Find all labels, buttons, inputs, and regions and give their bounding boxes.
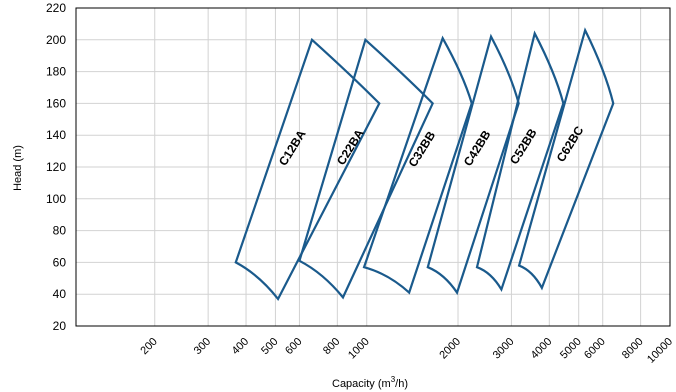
x-tick-label: 5000: [558, 336, 584, 362]
y-tick-label: 80: [53, 224, 67, 238]
x-tick-label: 4000: [529, 336, 555, 362]
y-axis-title: Head (m): [12, 145, 24, 191]
x-tick-label: 10000: [645, 336, 675, 366]
x-axis-title-main: Capacity (m: [332, 378, 391, 390]
series-envelope-c22ba: [298, 37, 435, 300]
x-tick-label: 500: [259, 336, 280, 357]
series-envelope-c42bb: [426, 33, 520, 296]
y-tick-labels: 20 40 60 80 100 120 140 160 180 200 220: [46, 1, 66, 333]
y-tick-label: 180: [46, 65, 66, 79]
gridlines: [76, 8, 670, 326]
x-tick-label: 600: [283, 336, 304, 357]
x-tick-labels: 200 300 400 500 600 800 1000 2000 3000 4000 500060…: [138, 336, 675, 366]
x-tick-label: 2000: [437, 336, 463, 362]
series-envelopes: C12BA C22BA C32BB C42BB C52BB C62BC: [234, 27, 615, 301]
x-tick-label: 800: [321, 336, 342, 357]
y-tick-label: 20: [53, 319, 67, 333]
y-tick-label: 200: [46, 33, 66, 47]
x-tick-label: 1000: [346, 336, 372, 362]
y-tick-label: 220: [46, 1, 66, 15]
x-tick-label: 300: [192, 336, 213, 357]
series-label: C62BC: [554, 123, 587, 164]
x-tick-label: 6000: [582, 336, 608, 362]
series-label: C42BB: [461, 128, 494, 169]
x-axis-title: Capacity (m3/h): [332, 375, 408, 390]
y-tick-label: 100: [46, 192, 66, 206]
x-axis-title-tail: /h): [395, 378, 408, 390]
y-tick-label: 40: [53, 287, 67, 301]
x-axis-title-superscript: 3: [391, 375, 396, 384]
y-tick-label: 60: [53, 255, 67, 269]
x-tick-label: 3000: [491, 336, 517, 362]
series-envelope-c52bb: [475, 30, 565, 293]
y-tick-label: 140: [46, 128, 66, 142]
series-envelope-c12ba: [234, 37, 381, 301]
x-tick-label: 400: [230, 336, 251, 357]
x-tick-label: 200: [138, 336, 159, 357]
series-envelope-c62bc: [517, 27, 615, 291]
y-tick-label: 160: [46, 96, 66, 110]
plot-frame: [75, 7, 671, 327]
x-tick-label: 8000: [620, 336, 646, 362]
y-tick-label: 120: [46, 160, 66, 174]
